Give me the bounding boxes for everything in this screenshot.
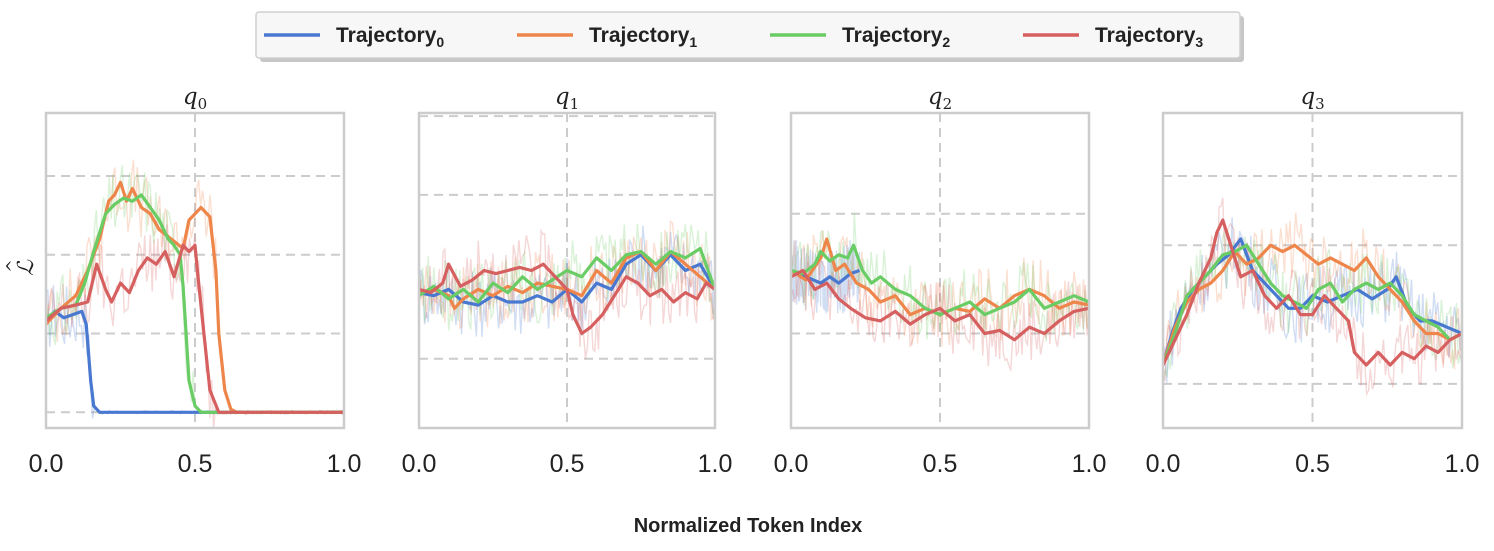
- panel-0: q0 0.0 0.5 1.0: [29, 84, 362, 478]
- x-tick-label-1-0: 0.0: [402, 450, 437, 478]
- legend-label-0: Trajectory0: [336, 24, 444, 50]
- x-tick-label-0-0: 0.0: [29, 450, 64, 478]
- legend-entry-3: Trajectory3: [1023, 24, 1203, 50]
- panel-title-3: q3: [1300, 84, 1324, 113]
- noise-trace-3-3: [1163, 197, 1462, 397]
- x-tick-label-3-2: 1.0: [1445, 450, 1480, 478]
- panel-2: q2 0.0 0.5 1.0: [774, 84, 1107, 478]
- panel-frame-0: [44, 111, 346, 430]
- x-tick-label-2-1: 0.5: [923, 450, 958, 478]
- legend-entry-2: Trajectory2: [770, 24, 950, 50]
- series-line-2-2: [791, 243, 1089, 317]
- series-line-0-0: [46, 309, 344, 414]
- x-tick-label-1-1: 0.5: [550, 450, 585, 478]
- panel-frame-2: [789, 111, 1091, 430]
- series-line-1-1: [419, 250, 715, 310]
- noise-trace-3-1: [1163, 212, 1462, 370]
- series-line-1-2: [419, 246, 715, 304]
- legend-label-1: Trajectory1: [589, 24, 697, 50]
- legend-label-3: Trajectory3: [1095, 24, 1203, 50]
- panel-frame-3: [1161, 111, 1464, 430]
- x-axis-label: Normalized Token Index: [634, 515, 863, 537]
- noise-trace-1-0: [419, 225, 715, 337]
- panel-3: q3 0.0 0.5 1.0: [1146, 84, 1480, 478]
- y-axis-label-accent: ^: [3, 259, 22, 272]
- series-line-0-2: [46, 193, 344, 414]
- legend-entry-0: Trajectory0: [264, 24, 444, 50]
- legend: Trajectory0 Trajectory1 Trajectory2 Traject…: [255, 11, 1244, 62]
- x-tick-label-0-1: 0.5: [178, 450, 213, 478]
- series-line-3-1: [1163, 243, 1462, 366]
- noise-trace-2-3: [791, 259, 1089, 373]
- series-line-1-3: [419, 262, 715, 336]
- panel-frame-1: [417, 111, 717, 430]
- x-tick-label-0-2: 1.0: [327, 450, 362, 478]
- panel-1: q1 0.0 0.5 1.0: [402, 84, 733, 478]
- series-line-3-3: [1163, 218, 1462, 367]
- legend-label-2: Trajectory2: [842, 24, 950, 50]
- plot-area-0: [46, 159, 344, 428]
- panel-title-2: q2: [928, 84, 952, 113]
- plot-area-2: [791, 213, 1089, 373]
- x-tick-label-3-0: 0.0: [1146, 450, 1181, 478]
- noise-trace-3-0: [1163, 217, 1462, 383]
- x-tick-label-1-2: 1.0: [698, 450, 733, 478]
- x-tick-label-2-0: 0.0: [774, 450, 809, 478]
- panel-title-1: q1: [555, 84, 579, 113]
- x-tick-label-2-2: 1.0: [1072, 450, 1107, 478]
- y-axis-label: ℒ ^: [3, 259, 39, 276]
- series-line-0-1: [46, 180, 344, 414]
- legend-box: [255, 11, 1241, 59]
- plot-area-3: [1163, 197, 1462, 397]
- legend-entry-1: Trajectory1: [517, 24, 697, 50]
- plot-area-1: [419, 220, 715, 359]
- series-line-2-3: [791, 268, 1089, 342]
- x-tick-label-3-1: 0.5: [1295, 450, 1330, 478]
- series-line-0-3: [46, 243, 344, 414]
- panel-title-0: q0: [183, 84, 207, 113]
- series-line-3-2: [1163, 243, 1462, 366]
- y-axis-label-text: ℒ: [14, 259, 39, 276]
